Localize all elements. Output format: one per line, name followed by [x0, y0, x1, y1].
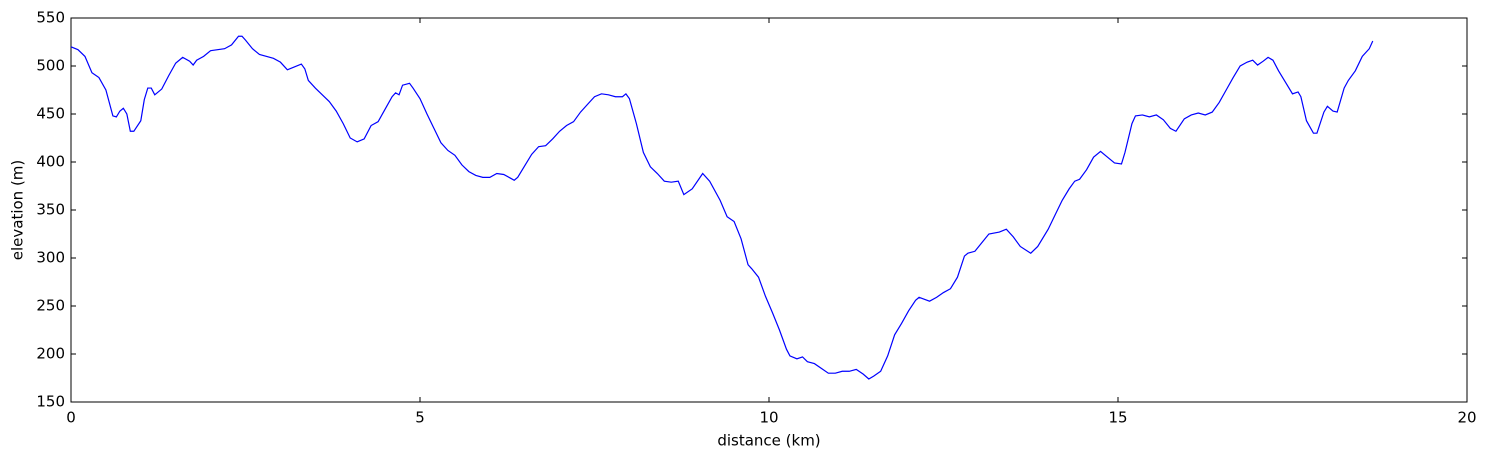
y-tick-label: 350 [36, 201, 65, 219]
y-tick-label: 200 [36, 345, 65, 363]
y-tick-label: 250 [36, 297, 65, 315]
y-tick-label: 550 [36, 9, 65, 27]
y-tick-label: 450 [36, 105, 65, 123]
plot-frame [70, 17, 1468, 403]
y-axis-label: elevation (m) [9, 160, 27, 261]
y-tick-label: 300 [36, 249, 65, 267]
y-tick-label: 500 [36, 57, 65, 75]
x-tick-label: 20 [1457, 409, 1476, 427]
x-tick-label: 5 [415, 409, 425, 427]
x-tick-label: 0 [66, 409, 76, 427]
x-tick-label: 10 [759, 409, 778, 427]
elevation-line [70, 35, 1374, 380]
x-axis-label: distance (km) [717, 432, 820, 450]
y-tick-label: 150 [36, 393, 65, 411]
y-tick-label: 400 [36, 153, 65, 171]
x-tick-label: 15 [1108, 409, 1127, 427]
